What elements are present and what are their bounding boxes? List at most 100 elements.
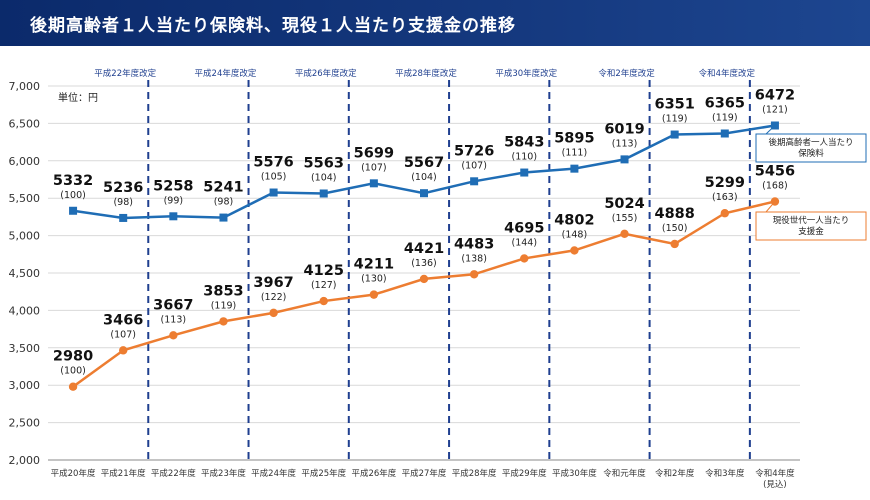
premium-data-point [470,177,479,186]
revision-label: 令和4年度改定 [699,68,756,79]
support-value-label: 4888 [654,206,694,222]
premium-index-label: (121) [762,104,788,115]
premium-index-label: (104) [311,172,337,183]
support-index-label: (150) [662,223,688,234]
x-tick-label: 令和4年度 [755,468,795,479]
line-chart: 2,000 2,500 3,000 3,500 4,000 4,500 5,000 5,500… [9,68,867,490]
premium-data-point [670,130,679,139]
support-value-label: 5456 [755,163,795,179]
support-value-label: 3466 [103,312,143,328]
premium-data-point [570,164,579,173]
legend-box-support [755,211,867,241]
x-tick-label: 平成21年度 [101,468,146,479]
support-index-label: (122) [261,292,287,303]
premium-index-label: (98) [214,197,234,208]
premium-data-point [169,212,178,221]
premium-data-point [620,155,629,164]
x-tick-label: 平成26年度 [351,468,396,479]
support-index-label: (119) [211,300,237,311]
support-value-label: 5024 [604,196,644,212]
premium-value-label: 5258 [153,178,193,194]
support-data-point [520,254,529,263]
x-tick-label: 平成24年度 [251,468,296,479]
y-tick-label: 2,000 [9,454,41,467]
support-value-label: 4483 [454,236,494,252]
premium-data-point [219,213,228,222]
premium-value-label: 6351 [654,97,694,113]
premium-value-label: 5567 [404,155,444,171]
y-tick-label: 5,000 [9,230,41,243]
x-tick-label: 平成23年度 [201,468,246,479]
premium-index-label: (119) [712,112,738,123]
support-value-label: 4695 [504,220,544,236]
support-value-label: 3967 [253,275,293,291]
x-tick-label: 平成30年度 [552,468,597,479]
support-index-label: (113) [161,314,187,325]
x-tick-label: 平成27年度 [402,468,447,479]
support-data-point [720,209,729,218]
legend-label: 後期高齢者一人当たり [768,137,853,148]
y-tick-label: 6,500 [9,117,41,130]
premium-index-label: (113) [612,138,638,149]
support-data-point [319,296,328,306]
page-title: 後期高齢者１人当たり保険料、現役１人当たり支援金の推移 [30,16,516,36]
support-data-point [219,317,228,326]
support-value-label: 2980 [53,349,93,365]
legend-leader-line [765,201,776,213]
y-tick-label: 4,500 [9,267,41,280]
support-value-label: 5299 [705,175,745,191]
support-data-point [119,346,128,355]
premium-data-point [720,129,729,138]
x-tick-label: 令和3年度 [705,468,745,479]
premium-data-point [369,179,378,188]
y-tick-label: 7,000 [9,80,41,93]
y-tick-label: 2,500 [9,417,41,430]
premium-data-point [520,168,529,177]
support-data-point [670,239,679,249]
support-data-point [169,331,178,340]
legend-label: 支援金 [798,226,824,237]
premium-index-label: (111) [562,148,588,159]
revision-label: 平成28年度改定 [395,68,457,79]
support-value-label: 3667 [153,297,193,313]
premium-index-label: (99) [164,195,184,206]
premium-value-label: 5895 [554,131,594,147]
premium-index-label: (110) [511,152,537,163]
premium-value-label: 6472 [755,87,795,103]
support-index-label: (138) [461,253,487,264]
premium-index-label: (119) [662,114,688,125]
premium-value-label: 5843 [504,135,544,151]
support-index-label: (148) [562,229,588,240]
x-tick-label: 平成28年度 [452,468,497,479]
y-tick-label: 4,000 [9,304,41,317]
revision-label: 令和2年度改定 [598,68,655,79]
y-tick-label: 3,000 [9,379,41,392]
unit-label: 単位：円 [58,91,98,104]
title-banner: 後期高齢者１人当たり保険料、現役１人当たり支援金の推移 [0,0,870,46]
revision-label: 平成30年度改定 [495,68,557,79]
y-tick-label: 6,000 [9,155,41,168]
support-data-point [68,382,78,391]
y-tick-label: 3,500 [9,342,41,355]
x-tick-label: (見込) [763,479,787,490]
x-tick-label: 平成22年度 [151,468,196,479]
x-tick-label: 令和2年度 [655,468,695,479]
premium-index-label: (104) [411,172,437,183]
x-tick-label: 平成20年度 [51,468,96,479]
premium-value-label: 5726 [454,143,494,159]
premium-value-label: 5563 [304,155,344,171]
y-tick-label: 5,500 [9,192,41,205]
legend-box-premium [755,133,867,163]
premium-data-point [119,213,128,222]
premium-value-label: 6365 [705,95,745,111]
premium-data-point [319,189,328,198]
support-value-label: 4125 [304,263,344,279]
premium-value-label: 5236 [103,180,143,196]
x-tick-label: 令和元年度 [603,468,646,479]
premium-data-point [69,206,78,215]
premium-value-label: 5699 [354,145,394,161]
support-value-label: 4211 [354,257,394,273]
support-index-label: (168) [762,180,788,191]
premium-index-label: (100) [60,190,86,201]
premium-value-label: 5332 [53,173,93,189]
